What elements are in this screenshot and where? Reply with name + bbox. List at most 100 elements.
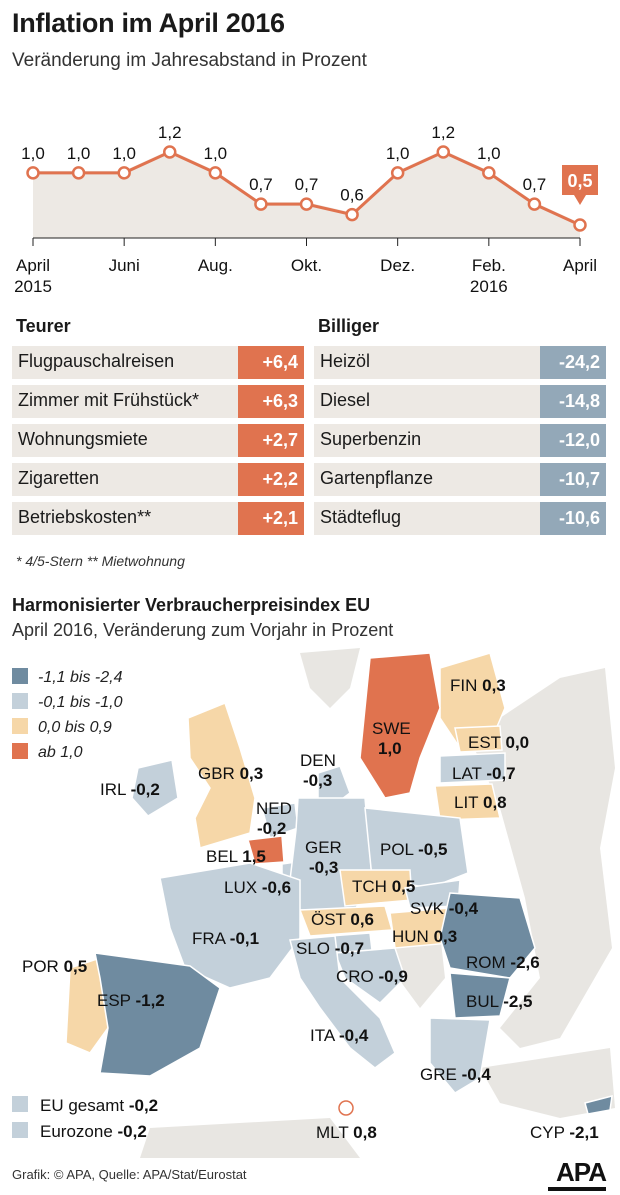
- pricier-heading: Teurer: [16, 316, 71, 336]
- table-row: Wohnungsmiete +2,7: [12, 424, 304, 457]
- data-label: 0,7: [523, 175, 547, 194]
- total-swatch: [12, 1122, 28, 1138]
- legend-label: ab 1,0: [38, 744, 83, 761]
- data-label-highlight: 0,5: [567, 171, 592, 191]
- data-point: [345, 207, 359, 222]
- row-label: Diesel: [320, 390, 371, 410]
- country-irl: [131, 759, 179, 817]
- country-value-ned: -0,2: [257, 819, 286, 838]
- row-value: +2,1: [238, 502, 304, 535]
- country-label-por: POR 0,5: [22, 957, 87, 976]
- x-tick-label: Okt.: [291, 256, 322, 275]
- row-value: -12,0: [540, 424, 606, 457]
- x-tick-label: Juni: [109, 256, 140, 275]
- row-value: -24,2: [540, 346, 606, 379]
- country-label-ned: NED: [256, 799, 292, 818]
- country-label-mlt: MLT 0,8: [316, 1123, 377, 1142]
- inflation-line-chart: April 2015 Juni Aug. Okt. Dez. Feb. 2016 April 1,…: [14, 123, 598, 296]
- data-point: [117, 166, 131, 180]
- country-label-irl: IRL -0,2: [100, 780, 160, 799]
- country-label-gre: GRE -0,4: [420, 1065, 491, 1084]
- country-label-lux: LUX -0,6: [224, 878, 291, 897]
- table-row: Zigaretten +2,2: [12, 463, 304, 496]
- country-label-oest: ÖST 0,6: [311, 910, 374, 929]
- data-point: [436, 145, 450, 159]
- country-label-est: EST 0,0: [468, 733, 529, 752]
- table-row: Diesel -14,8: [314, 385, 606, 418]
- data-point: [71, 166, 86, 180]
- legend-label: 0,0 bis 0,9: [38, 719, 112, 736]
- country-label-lit: LIT 0,8: [454, 793, 507, 812]
- data-point: [482, 166, 496, 180]
- country-por: [65, 956, 109, 1054]
- country-mlt: [338, 1100, 354, 1116]
- data-label: 1,0: [21, 144, 45, 163]
- chart-area-band: [33, 150, 580, 238]
- x-tick-label: April: [563, 256, 597, 275]
- legend-swatch: [12, 718, 28, 734]
- row-label: Betriebskosten**: [18, 507, 152, 527]
- country-bul: [449, 972, 511, 1019]
- country-label-lat: LAT -0,7: [452, 764, 516, 783]
- source-credit: Grafik: © APA, Quelle: APA/Stat/Eurostat: [12, 1167, 247, 1182]
- map-subtitle: April 2016, Veränderung zum Vorjahr in P…: [12, 620, 394, 640]
- data-label: 0,7: [295, 175, 319, 194]
- row-label: Zigaretten: [18, 468, 100, 488]
- eu-total-label: EU gesamt -0,2: [40, 1096, 158, 1115]
- non-eu-land: [480, 1048, 615, 1118]
- country-label-cyp: CYP -2,1: [530, 1123, 599, 1142]
- row-value: -14,8: [540, 385, 606, 418]
- country-label-bul: BUL -2,5: [466, 992, 532, 1011]
- row-label: Superbenzin: [320, 429, 422, 449]
- row-value: -10,6: [540, 502, 606, 535]
- country-label-fra: FRA -0,1: [192, 929, 259, 948]
- x-tick-label: Feb.: [472, 256, 506, 275]
- data-label: 1,0: [67, 144, 91, 163]
- page-subtitle: Veränderung im Jahresabstand in Prozent: [12, 50, 367, 71]
- row-value: +6,3: [238, 385, 304, 418]
- country-swe: [359, 652, 441, 799]
- table-row: Flugpauschalreisen +6,4: [12, 346, 304, 379]
- data-label: 1,2: [158, 123, 182, 142]
- country-label-swe: SWE: [372, 719, 411, 738]
- country-cyp: [584, 1094, 613, 1115]
- eu-map: -1,1 bis -2,4 -0,1 bis -1,0 0,0 bis 0,9 …: [12, 648, 615, 1158]
- data-point: [26, 166, 40, 180]
- country-gbr: [187, 702, 256, 849]
- legend-swatch: [12, 693, 28, 709]
- row-value: +2,7: [238, 424, 304, 457]
- apa-logo-underline: [548, 1187, 606, 1191]
- eurozone-total-label: Eurozone -0,2: [40, 1122, 147, 1141]
- data-point: [254, 197, 268, 211]
- legend-swatch: [12, 668, 28, 684]
- data-label: 0,7: [249, 175, 273, 194]
- row-label: Städteflug: [320, 507, 402, 527]
- x-tick-label-year: 2016: [470, 277, 508, 296]
- non-eu-land: [395, 933, 445, 1008]
- country-label-ger: GER: [305, 838, 342, 857]
- row-label: Flugpauschalreisen: [18, 351, 175, 371]
- data-point: [527, 197, 542, 211]
- table-row: Städteflug -10,6: [314, 502, 606, 535]
- table-row: Gartenpflanze -10,7: [314, 463, 606, 496]
- row-label: Heizöl: [320, 351, 371, 371]
- data-label: 1,0: [204, 144, 228, 163]
- country-label-cro: CRO -0,9: [336, 967, 408, 986]
- country-label-pol: POL -0,5: [380, 840, 447, 859]
- highlight-callout: [562, 165, 598, 205]
- country-value-ger: -0,3: [309, 858, 338, 877]
- country-ita: [289, 935, 396, 1069]
- country-gre: [429, 1017, 491, 1094]
- table-row: Betriebskosten** +2,1: [12, 502, 304, 535]
- x-tick-label: Dez.: [380, 256, 415, 275]
- row-value: +2,2: [238, 463, 304, 496]
- row-label: Wohnungsmiete: [18, 429, 148, 449]
- row-value: -10,7: [540, 463, 606, 496]
- country-label-den: DEN: [300, 751, 336, 770]
- country-label-bel: BEL 1,5: [206, 847, 266, 866]
- country-lit: [434, 783, 501, 821]
- x-tick-label: April: [16, 256, 50, 275]
- country-lat: [439, 752, 506, 784]
- legend-label: -1,1 bis -2,4: [38, 669, 123, 686]
- row-label: Zimmer mit Frühstück*: [18, 390, 200, 410]
